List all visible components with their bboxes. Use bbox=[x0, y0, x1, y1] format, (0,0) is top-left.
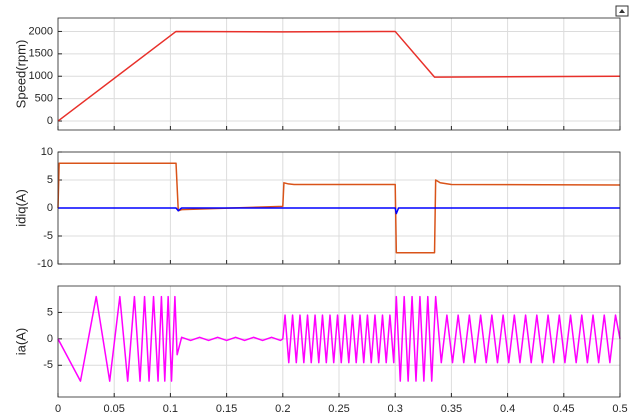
axes-box bbox=[57, 151, 621, 265]
y-tick-label: 500 bbox=[35, 93, 53, 105]
x-tick-label: 0.5 bbox=[612, 403, 627, 415]
series-line bbox=[57, 295, 621, 382]
subplot: 0 0.05 0.1 0.15 0.2 0.25 0.3 0.35 0.4 0.45 0.5 -5 0 5… bbox=[13, 285, 628, 415]
y-tick-label: -5 bbox=[43, 230, 53, 242]
y-axis-label: idiq(A) bbox=[13, 189, 28, 227]
x-tick-label: 0.4 bbox=[500, 403, 515, 415]
export-icon[interactable] bbox=[615, 5, 629, 17]
axes-box bbox=[57, 285, 621, 398]
x-tick-label: 0 bbox=[55, 403, 61, 415]
y-tick-label: 2000 bbox=[29, 25, 53, 37]
y-tick-label: -10 bbox=[37, 258, 53, 270]
x-tick-label: 0.35 bbox=[441, 403, 462, 415]
series-line bbox=[57, 30, 621, 122]
x-tick-label: 0.05 bbox=[103, 403, 124, 415]
y-tick-label: 0 bbox=[47, 333, 53, 345]
y-tick-label: 0 bbox=[47, 115, 53, 127]
icon-arrow bbox=[619, 9, 625, 13]
y-tick-label: 10 bbox=[41, 146, 53, 158]
axes-box bbox=[57, 17, 621, 131]
x-tick-label: 0.15 bbox=[216, 403, 237, 415]
y-tick-label: 1000 bbox=[29, 70, 53, 82]
x-tick-label: 0.45 bbox=[553, 403, 574, 415]
series-line bbox=[58, 207, 620, 215]
y-tick-label: 0 bbox=[47, 202, 53, 214]
x-tick-label: 0.25 bbox=[328, 403, 349, 415]
y-tick-label: -5 bbox=[43, 359, 53, 371]
y-axis-label: ia(A) bbox=[13, 328, 28, 355]
x-tick-label: 0.1 bbox=[163, 403, 178, 415]
y-axis-label: Speed(rpm) bbox=[13, 40, 28, 109]
x-tick-label: 0.3 bbox=[388, 403, 403, 415]
y-tick-label: 5 bbox=[47, 306, 53, 318]
y-tick-label: 1500 bbox=[29, 48, 53, 60]
subplot: -10 -5 0 5 10 idiq(A) bbox=[13, 146, 621, 270]
y-tick-label: 5 bbox=[47, 174, 53, 186]
series-line bbox=[57, 162, 621, 254]
x-tick-label: 0.2 bbox=[275, 403, 290, 415]
